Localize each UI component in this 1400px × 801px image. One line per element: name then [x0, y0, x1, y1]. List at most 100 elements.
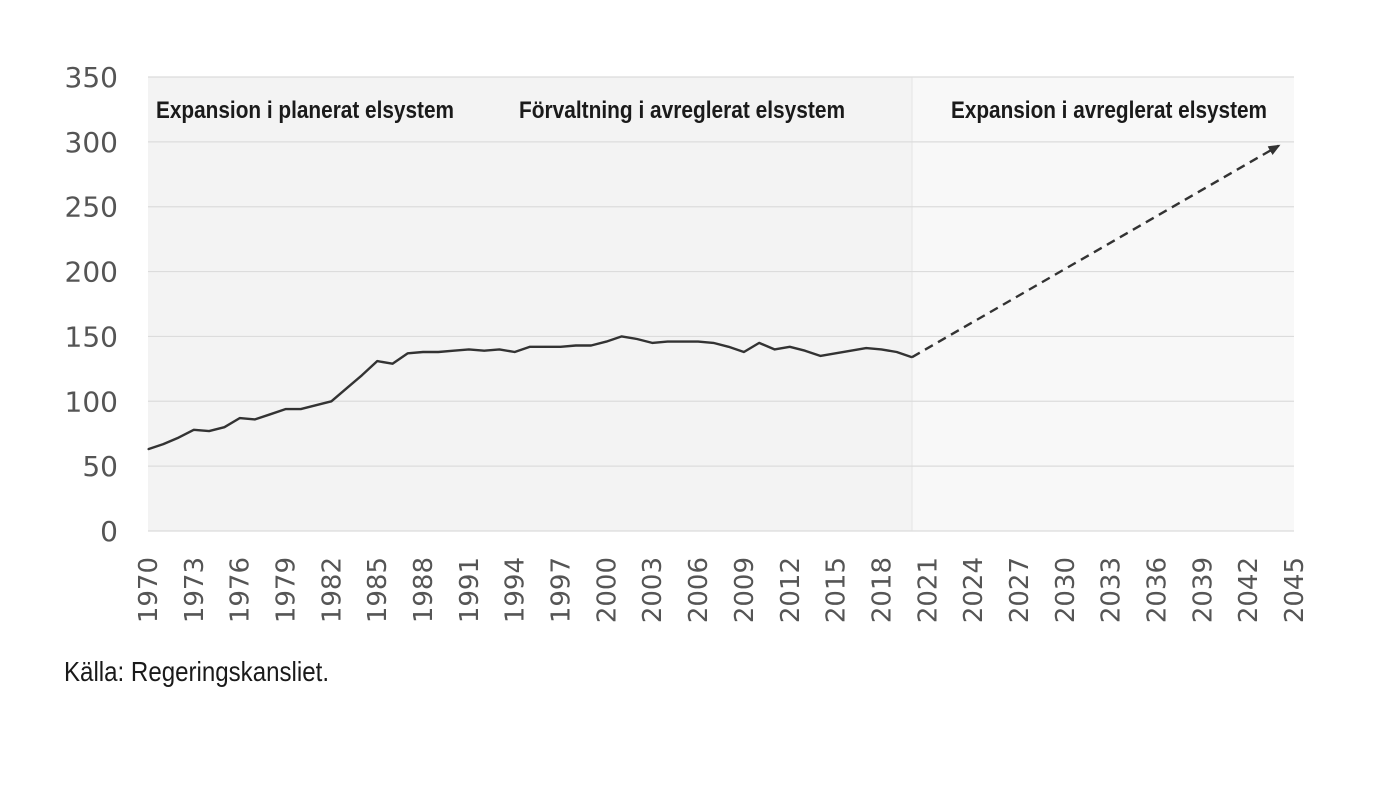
data-point [835, 352, 837, 354]
data-point [514, 351, 516, 353]
data-point [682, 341, 684, 343]
data-point [162, 443, 164, 445]
data-point [177, 437, 180, 439]
data-point [269, 413, 271, 415]
y-tick-label: 0 [100, 515, 118, 548]
x-tick-label: 2012 [776, 557, 806, 623]
y-tick-label: 250 [65, 191, 118, 224]
data-point [422, 351, 424, 353]
y-tick-label: 150 [65, 320, 118, 353]
x-tick-label: 2006 [684, 557, 714, 623]
x-tick-label: 2033 [1097, 557, 1127, 623]
data-point [804, 350, 806, 352]
x-tick-label: 2009 [730, 557, 760, 623]
data-point [147, 448, 149, 450]
x-tick-label: 1970 [134, 557, 164, 623]
x-tick-label: 2024 [959, 557, 989, 623]
y-tick-label: 350 [65, 61, 118, 94]
data-point [896, 351, 898, 353]
x-tick-label: 2018 [867, 557, 897, 623]
data-point [575, 344, 577, 347]
shaded-region-background [148, 77, 912, 531]
data-point [1278, 145, 1280, 147]
x-tick-label: 2000 [592, 557, 622, 623]
data-point [712, 342, 714, 344]
data-point [666, 341, 669, 343]
data-point [911, 356, 913, 358]
projection-dashed-line [911, 144, 1281, 359]
region-label: Förvaltning i avreglerat elsystem [519, 97, 845, 124]
data-point [361, 374, 363, 376]
data-point [193, 429, 195, 431]
x-tick-label: 2021 [913, 557, 943, 623]
series [147, 144, 1281, 451]
data-point [758, 342, 760, 344]
data-point [453, 350, 455, 352]
region-label: Expansion i avreglerat elsystem [951, 97, 1267, 124]
region-label: Expansion i planerat elsystem [156, 97, 454, 124]
x-tick-label: 1973 [180, 557, 210, 623]
x-tick-label: 1994 [501, 557, 531, 623]
data-point [743, 351, 745, 353]
data-point [315, 404, 317, 406]
data-point [391, 363, 394, 365]
data-point [330, 400, 332, 402]
x-tick-label: 1985 [363, 557, 393, 623]
data-point [407, 352, 409, 354]
data-point [376, 360, 378, 362]
data-point [636, 338, 638, 340]
plot-background [148, 77, 1294, 531]
data-point [605, 341, 608, 343]
y-axis-ticks: 0 50 100 150 200 250 300 350 [65, 61, 118, 548]
data-point [789, 346, 791, 348]
data-point [239, 417, 241, 419]
x-tick-label: 1997 [547, 557, 577, 623]
x-tick-label: 2036 [1142, 557, 1172, 623]
y-tick-label: 200 [65, 256, 118, 289]
data-point [483, 350, 485, 352]
data-point [728, 346, 730, 348]
data-point [880, 348, 883, 350]
x-tick-label: 1991 [455, 557, 485, 623]
x-tick-label: 2003 [638, 557, 668, 623]
data-point [437, 351, 439, 353]
x-tick-label: 1979 [272, 557, 302, 623]
data-point [850, 350, 852, 352]
gridlines [148, 76, 1294, 532]
data-point [697, 341, 699, 343]
unshaded-region-background [912, 77, 1294, 531]
data-point [346, 387, 348, 389]
data-point [621, 335, 623, 338]
source-note: Källa: Regeringskansliet. [64, 656, 330, 687]
x-tick-label: 2015 [822, 557, 852, 623]
data-point [223, 426, 225, 428]
x-tick-label: 2030 [1051, 557, 1081, 623]
data-point [819, 355, 821, 357]
x-axis-ticks: 1970 1973 1976 1979 1982 1985 1988 1991 1994 1997… [134, 557, 1310, 623]
data-point [284, 408, 287, 410]
x-tick-label: 1982 [317, 557, 347, 623]
x-tick-label: 2027 [1005, 557, 1035, 623]
data-point [208, 430, 210, 432]
data-point [773, 348, 776, 350]
data-point [498, 348, 501, 350]
data-point [468, 348, 470, 350]
x-tick-label: 1976 [226, 557, 256, 623]
x-tick-label: 2042 [1234, 557, 1264, 623]
x-tick-label: 1988 [409, 557, 439, 623]
y-tick-label: 50 [82, 450, 118, 483]
data-point [865, 347, 867, 349]
x-tick-label: 2045 [1280, 557, 1310, 623]
y-tick-label: 300 [65, 126, 118, 159]
data-point [254, 418, 256, 421]
data-point [300, 408, 302, 410]
region-labels: Expansion i planerat elsystem Förvaltning… [156, 97, 1267, 124]
data-point [529, 346, 531, 348]
data-point [559, 346, 562, 348]
data-point [590, 344, 592, 347]
y-tick-label: 100 [65, 385, 118, 418]
x-tick-label: 2039 [1188, 557, 1218, 623]
data-point [651, 342, 653, 344]
data-point [544, 346, 546, 348]
